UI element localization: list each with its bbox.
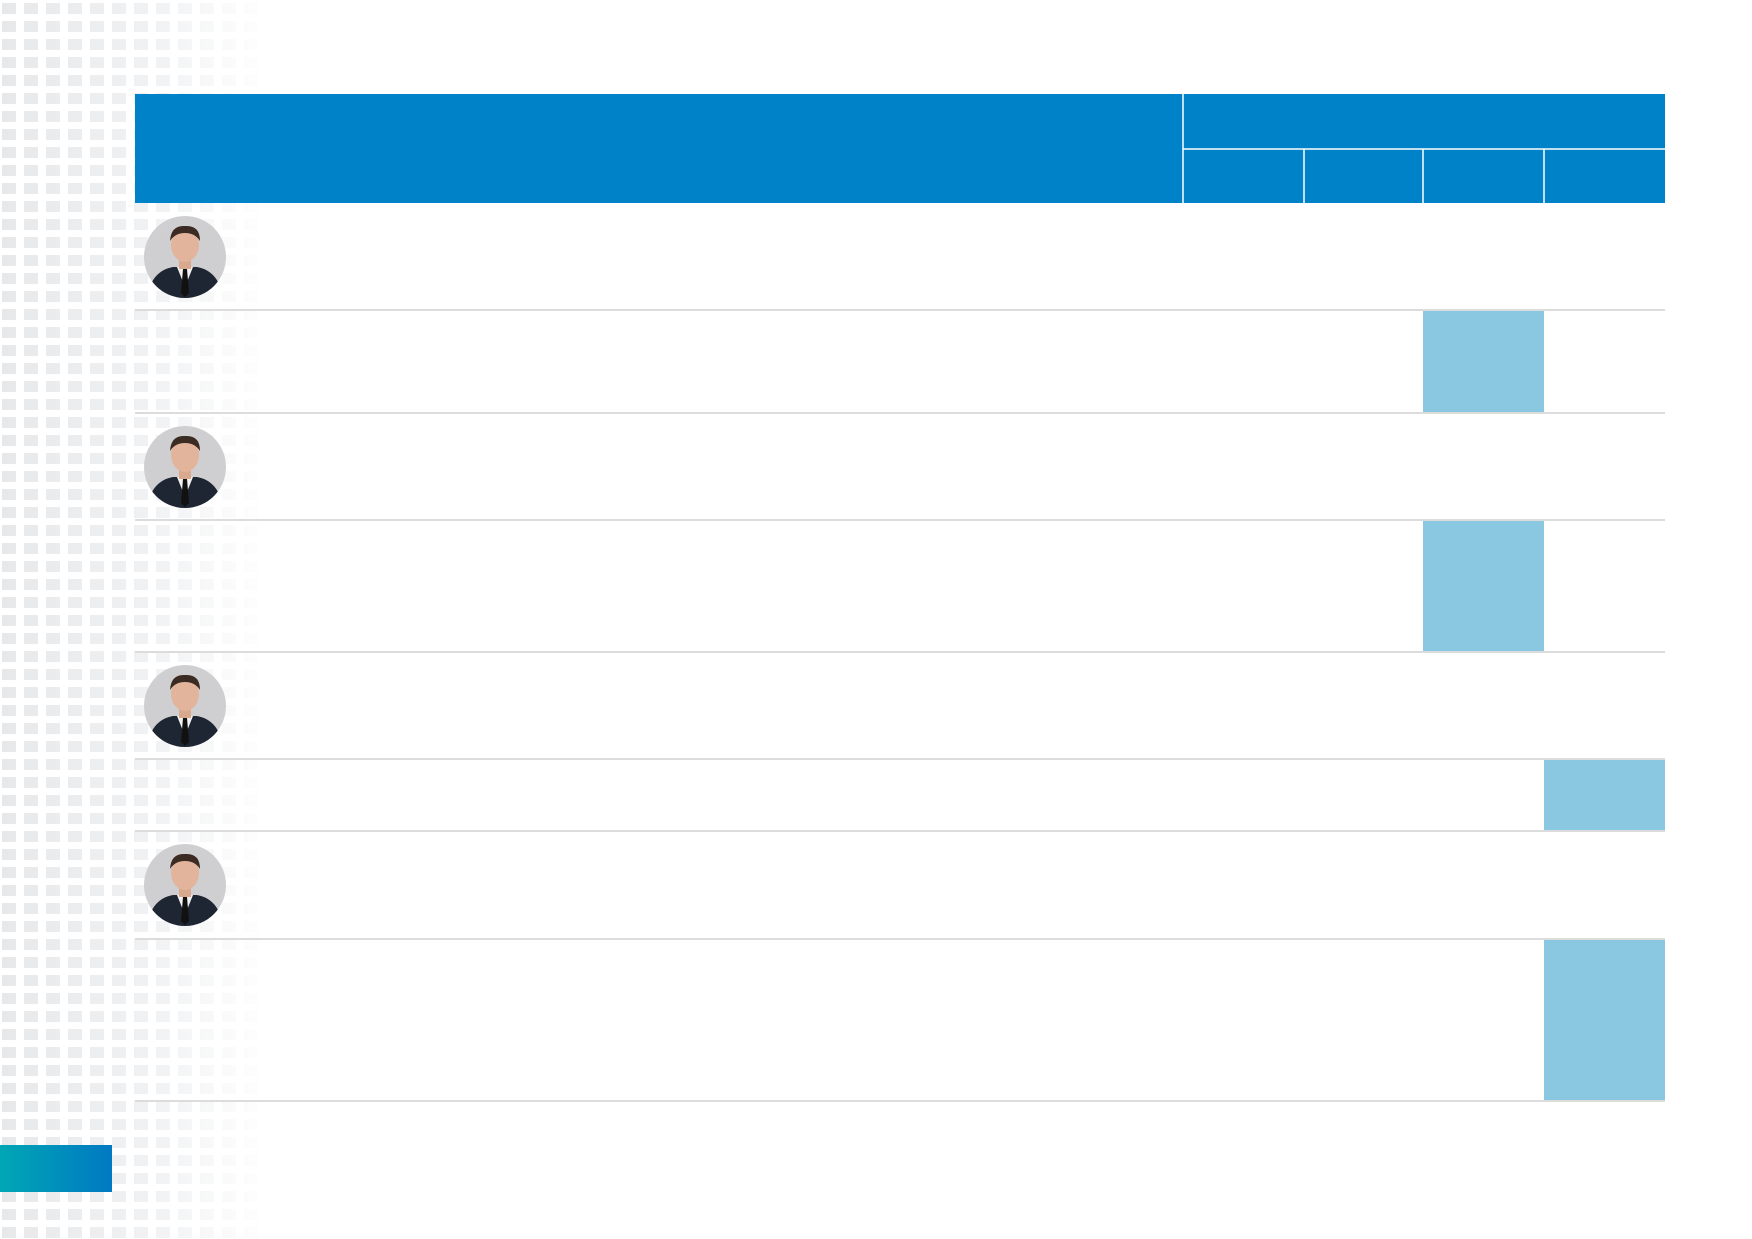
background-pattern [0,0,270,1239]
avatar [144,426,226,508]
avatar [144,216,226,298]
page-tab [0,1145,112,1192]
row-dividers [135,309,1665,1102]
avatar [144,665,226,747]
header-dividers [1182,94,1665,203]
avatar [144,844,226,926]
highlight-cells [1423,310,1665,1101]
